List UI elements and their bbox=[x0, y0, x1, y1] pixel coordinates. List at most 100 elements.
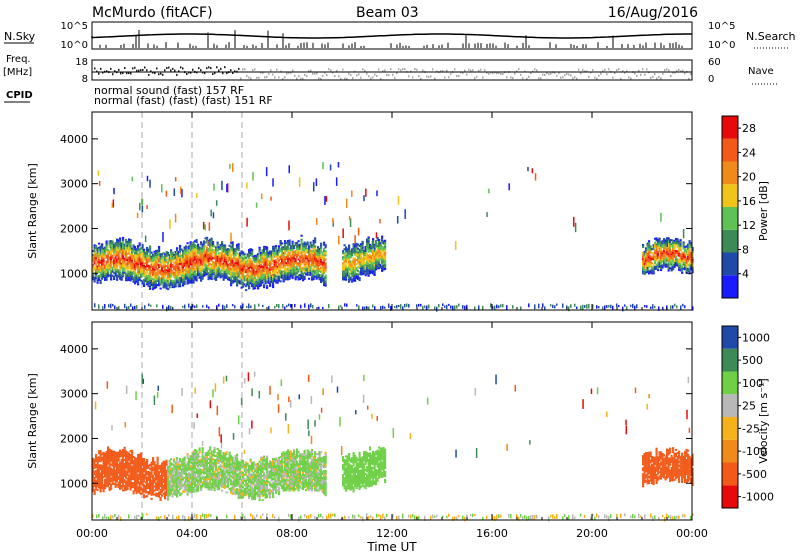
echo-cell bbox=[663, 254, 666, 257]
echo-cell bbox=[672, 252, 675, 255]
echo-cell bbox=[375, 262, 378, 265]
echo-cell bbox=[346, 266, 349, 269]
echo-cell bbox=[201, 245, 204, 248]
echo-cell bbox=[360, 267, 363, 270]
echo-cell bbox=[116, 457, 119, 460]
echo-cell bbox=[320, 242, 323, 245]
echo-cell bbox=[317, 270, 320, 273]
freq-mark bbox=[190, 71, 192, 74]
echo-cell bbox=[258, 258, 261, 261]
ground-scatter-cell bbox=[556, 513, 558, 519]
ground-scatter-cell bbox=[544, 306, 546, 311]
ground-scatter-cell bbox=[602, 306, 604, 311]
echo-cell bbox=[120, 276, 123, 279]
echo-cell bbox=[188, 251, 191, 254]
freq-mark bbox=[182, 67, 184, 70]
echo-cell bbox=[314, 247, 317, 250]
freq-mark bbox=[102, 71, 104, 74]
echo-cell bbox=[691, 271, 694, 274]
freq-mark bbox=[282, 77, 284, 80]
echo-cell bbox=[294, 241, 297, 245]
echo-cell bbox=[152, 267, 155, 270]
echo-cell bbox=[188, 269, 191, 272]
echo-cell bbox=[122, 242, 125, 245]
echo-cell bbox=[165, 277, 168, 280]
echo-cell bbox=[147, 284, 150, 287]
echo-cell bbox=[649, 261, 652, 264]
echo-cell bbox=[95, 271, 98, 274]
echo-cell bbox=[282, 272, 285, 275]
echo-cell bbox=[690, 246, 693, 249]
echo-cell bbox=[663, 256, 666, 259]
echo-cell bbox=[643, 264, 646, 267]
echo-cell bbox=[173, 279, 176, 283]
echo-cell bbox=[248, 281, 251, 284]
ground-scatter-cell bbox=[108, 304, 110, 308]
echo-cell bbox=[679, 269, 682, 272]
echo-cell bbox=[369, 264, 372, 267]
echo-cell bbox=[105, 457, 108, 460]
echo-cell bbox=[170, 257, 173, 260]
echo-cell bbox=[198, 272, 201, 275]
ground-scatter-cell bbox=[630, 515, 632, 519]
echo-cell bbox=[375, 264, 378, 267]
echo-cell bbox=[128, 272, 131, 275]
echo-cell bbox=[645, 269, 648, 272]
echo-cell bbox=[320, 274, 323, 277]
echo-cell bbox=[92, 256, 95, 259]
freq-mark bbox=[106, 70, 108, 73]
echo-cell bbox=[188, 267, 191, 270]
echo-cell bbox=[221, 253, 224, 256]
echo-cell bbox=[378, 238, 381, 241]
echo-cell bbox=[349, 256, 352, 259]
echo-cell bbox=[110, 256, 113, 259]
ground-scatter-cell bbox=[432, 514, 434, 519]
echo-cell bbox=[317, 266, 320, 269]
echo-cell bbox=[149, 245, 152, 248]
echo-cell bbox=[655, 237, 658, 240]
echo-cell bbox=[369, 255, 372, 259]
echo-cell bbox=[667, 269, 670, 272]
echo-cell bbox=[150, 261, 153, 264]
freq-mark bbox=[140, 69, 142, 72]
echo-cell bbox=[216, 243, 219, 246]
ground-scatter-cell bbox=[378, 514, 380, 517]
echo-cell bbox=[125, 474, 128, 477]
echo-cell bbox=[122, 451, 125, 454]
echo-cell bbox=[251, 262, 254, 266]
ground-scatter-cell bbox=[204, 514, 206, 519]
ground-scatter-cell bbox=[424, 305, 426, 309]
ground-scatter-cell bbox=[526, 516, 528, 521]
echo-cell bbox=[92, 471, 95, 474]
sparse-cell bbox=[111, 202, 113, 209]
echo-cell bbox=[285, 262, 288, 265]
freq-mark bbox=[274, 76, 276, 79]
echo-cell bbox=[306, 243, 309, 246]
echo-cell bbox=[234, 256, 237, 259]
echo-cell bbox=[194, 276, 197, 279]
echo-cell bbox=[153, 262, 156, 265]
echo-cell bbox=[685, 251, 688, 254]
echo-cell bbox=[116, 244, 119, 247]
echo-cell bbox=[343, 274, 346, 277]
echo-cell bbox=[179, 273, 182, 276]
echo-cell bbox=[642, 262, 645, 265]
ground-scatter-cell bbox=[644, 304, 646, 308]
echo-cell bbox=[194, 272, 197, 275]
echo-cell bbox=[309, 273, 312, 276]
echo-cell bbox=[666, 265, 669, 268]
ground-scatter-cell bbox=[328, 513, 330, 519]
echo-cell bbox=[243, 257, 246, 260]
echo-cell bbox=[243, 261, 246, 264]
echo-cell bbox=[111, 450, 114, 453]
echo-cell bbox=[282, 260, 285, 263]
echo-cell bbox=[192, 243, 195, 246]
echo-cell bbox=[120, 264, 123, 267]
echo-cell bbox=[669, 241, 672, 244]
echo-cell bbox=[648, 240, 651, 243]
echo-cell bbox=[137, 283, 140, 286]
echo-cell bbox=[233, 248, 236, 251]
echo-cell bbox=[182, 266, 185, 269]
echo-cell bbox=[288, 259, 291, 262]
echo-cell bbox=[258, 274, 261, 277]
